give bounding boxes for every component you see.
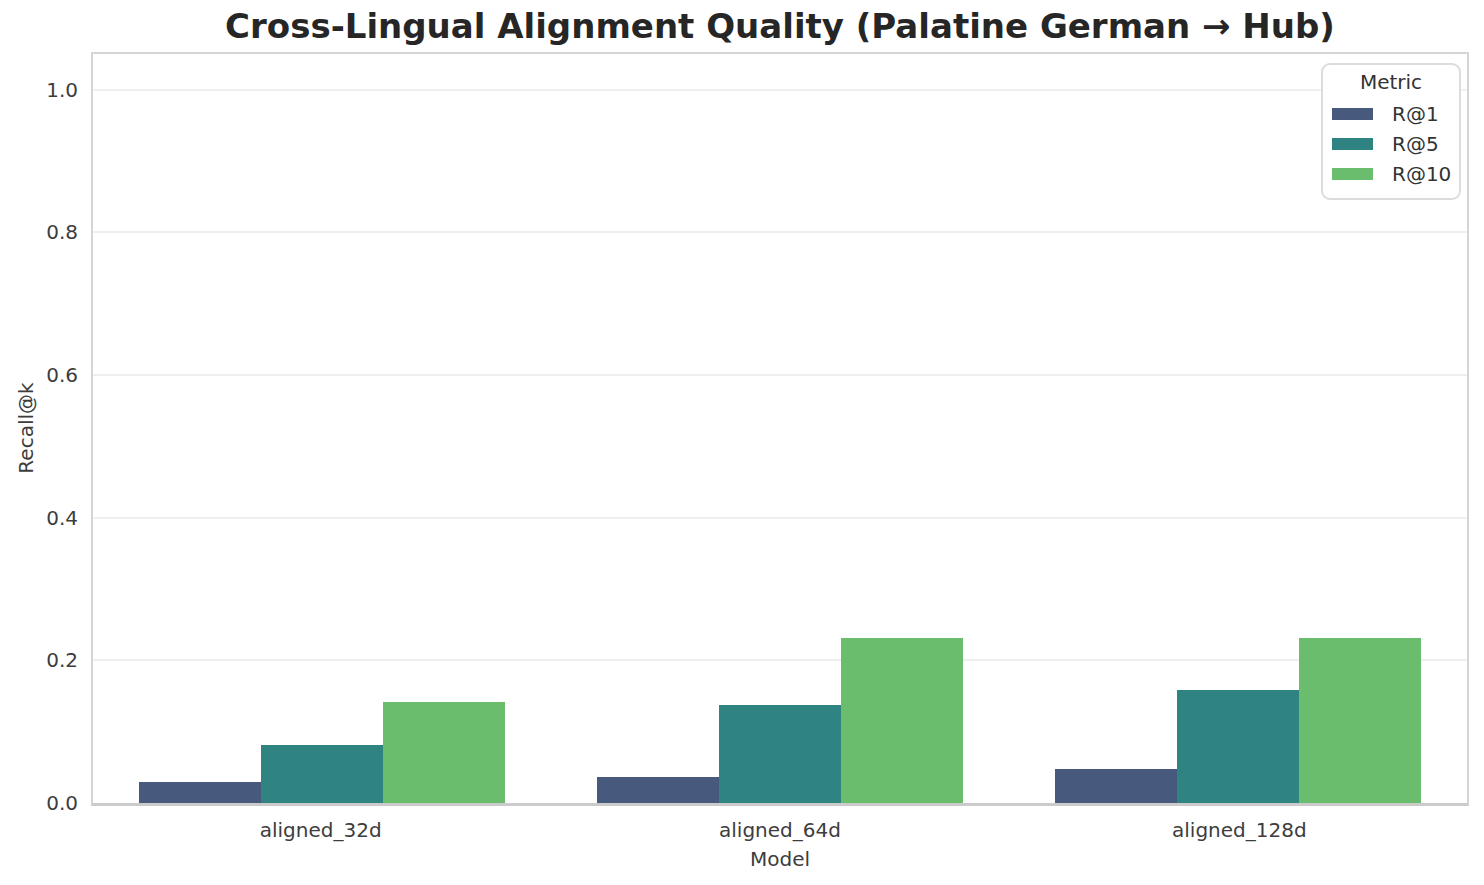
xtick-aligned_64d: aligned_64d	[660, 817, 900, 843]
legend-items: R@1 R@5 R@10	[1323, 99, 1459, 189]
gridline-y-0.6	[93, 374, 1467, 376]
plot-area: Metric R@1 R@5 R@10	[91, 52, 1469, 806]
legend-label: R@10	[1392, 162, 1451, 186]
chart-title: Cross-Lingual Alignment Quality (Palatin…	[91, 4, 1469, 48]
ytick-0.6: 0.6	[0, 362, 78, 388]
ytick-0.4: 0.4	[0, 505, 78, 531]
xtick-aligned_128d: aligned_128d	[1119, 817, 1359, 843]
bar-aligned_64d-R@10	[841, 638, 963, 803]
legend-swatch-icon	[1332, 168, 1373, 180]
bar-aligned_128d-R@1	[1055, 769, 1177, 803]
legend-swatch-icon	[1332, 138, 1373, 150]
legend-label: R@5	[1392, 132, 1439, 156]
ytick-0.0: 0.0	[0, 790, 78, 816]
bar-aligned_64d-R@1	[597, 777, 719, 803]
legend-item-R@1: R@1	[1323, 99, 1459, 129]
xtick-aligned_32d: aligned_32d	[201, 817, 441, 843]
bar-aligned_32d-R@5	[261, 745, 383, 803]
legend-item-R@10: R@10	[1323, 159, 1459, 189]
gridline-y-0.8	[93, 231, 1467, 233]
legend-item-R@5: R@5	[1323, 129, 1459, 159]
gridline-y-0.4	[93, 517, 1467, 519]
ytick-0.2: 0.2	[0, 647, 78, 673]
ytick-1.0: 1.0	[0, 77, 78, 103]
bar-chart-figure: Cross-Lingual Alignment Quality (Palatin…	[0, 0, 1484, 885]
gridline-y-1.0	[93, 89, 1467, 91]
gridline-y-0.2	[93, 659, 1467, 661]
bar-aligned_32d-R@1	[139, 782, 261, 803]
legend-label: R@1	[1392, 102, 1439, 126]
bar-aligned_64d-R@5	[719, 705, 841, 803]
ytick-0.8: 0.8	[0, 219, 78, 245]
bar-aligned_128d-R@5	[1177, 690, 1299, 803]
legend-title: Metric	[1323, 70, 1459, 94]
legend: Metric R@1 R@5 R@10	[1321, 63, 1461, 200]
legend-swatch-icon	[1332, 108, 1373, 120]
x-axis-label: Model	[91, 847, 1469, 871]
bar-aligned_128d-R@10	[1299, 638, 1421, 803]
bar-aligned_32d-R@10	[383, 702, 505, 803]
